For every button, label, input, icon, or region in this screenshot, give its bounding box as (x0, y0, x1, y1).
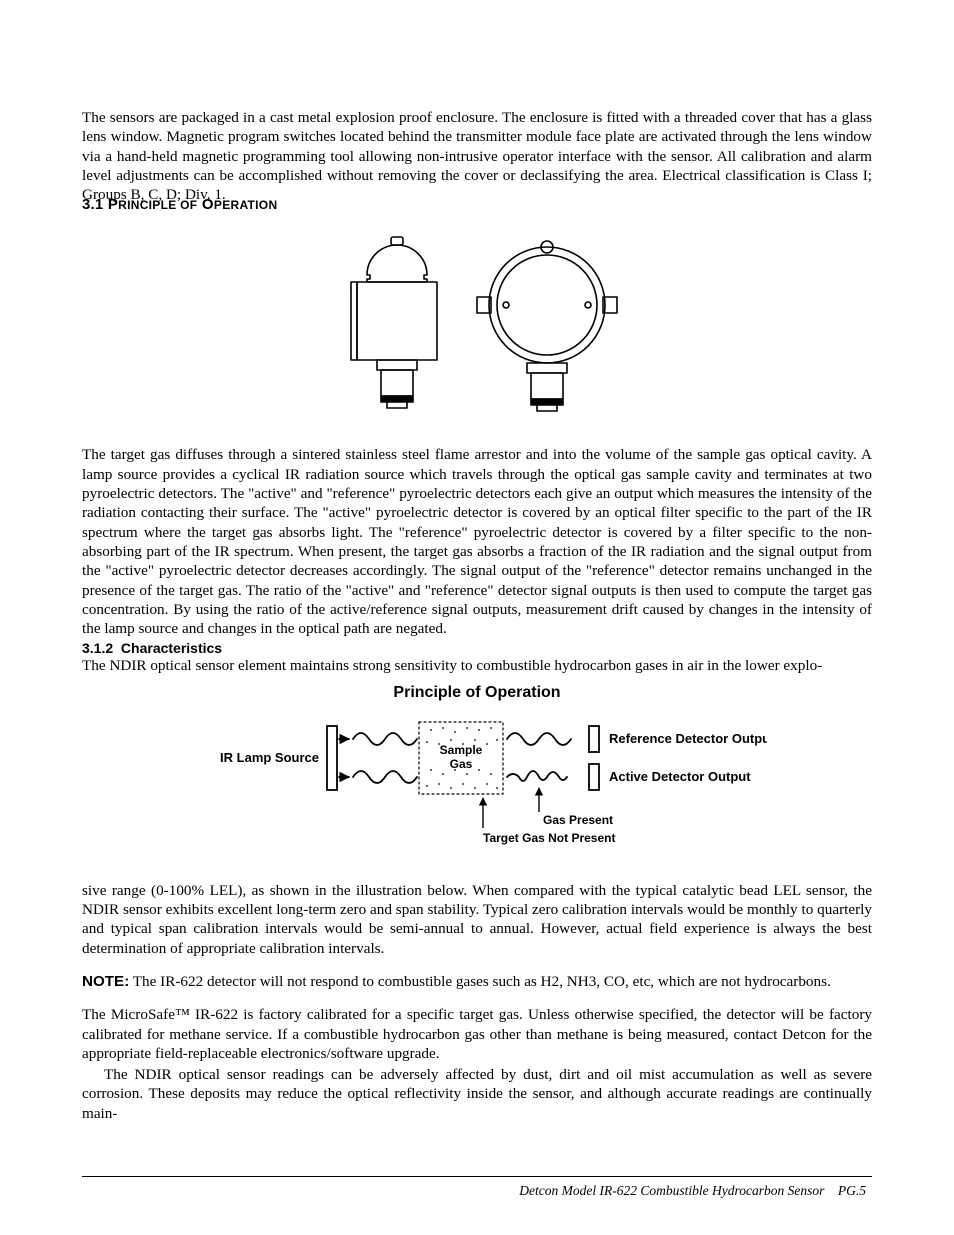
active-output-label: Active Detector Output (609, 769, 751, 784)
figure-title: Principle of Operation (82, 684, 872, 702)
sample-label: Sample (440, 743, 483, 757)
heading-text: Characteristics (121, 640, 222, 656)
principle-paragraph: The target gas diffuses through a sinter… (82, 445, 872, 638)
gas-label: Gas (450, 757, 473, 771)
footer-rule (82, 1176, 872, 1177)
gas-present-label: Gas Present (543, 813, 613, 827)
lamp-label: IR Lamp Source (220, 750, 319, 765)
characteristics-paragraph-2: sive range (0-100% LEL), as shown in the… (82, 881, 872, 958)
page-body: The sensors are packaged in a cast metal… (82, 108, 872, 1125)
enclosure-diagram (317, 235, 637, 431)
note-text: The IR-622 detector will not respond to … (129, 973, 831, 990)
gas-not-present-label: Target Gas Not Present (483, 831, 615, 845)
note-paragraph: NOTE: The IR-622 detector will not respo… (82, 972, 872, 991)
adverse-paragraph: The NDIR optical sensor readings can be … (82, 1065, 872, 1123)
heading-3-1-2: 3.1.2 Characteristics (82, 640, 872, 656)
heading-text: PRINCIPLE OF OPERATION (108, 196, 278, 213)
factory-paragraph: The MicroSafe™ IR-622 is factory calibra… (82, 1005, 872, 1063)
heading-3-1: 3.1 PRINCIPLE OF OPERATION (82, 196, 872, 213)
principle-schematic: Principle of Operation (82, 684, 872, 863)
heading-number: 3.1 (82, 196, 103, 213)
characteristics-paragraph-1: The NDIR optical sensor element maintain… (82, 656, 872, 675)
intro-paragraph: The sensors are packaged in a cast metal… (82, 108, 872, 204)
page-footer: Detcon Model IR-622 Combustible Hydrocar… (519, 1183, 866, 1199)
note-label: NOTE: (82, 973, 129, 990)
ref-output-label: Reference Detector Output (609, 731, 767, 746)
heading-number: 3.1.2 (82, 640, 113, 656)
